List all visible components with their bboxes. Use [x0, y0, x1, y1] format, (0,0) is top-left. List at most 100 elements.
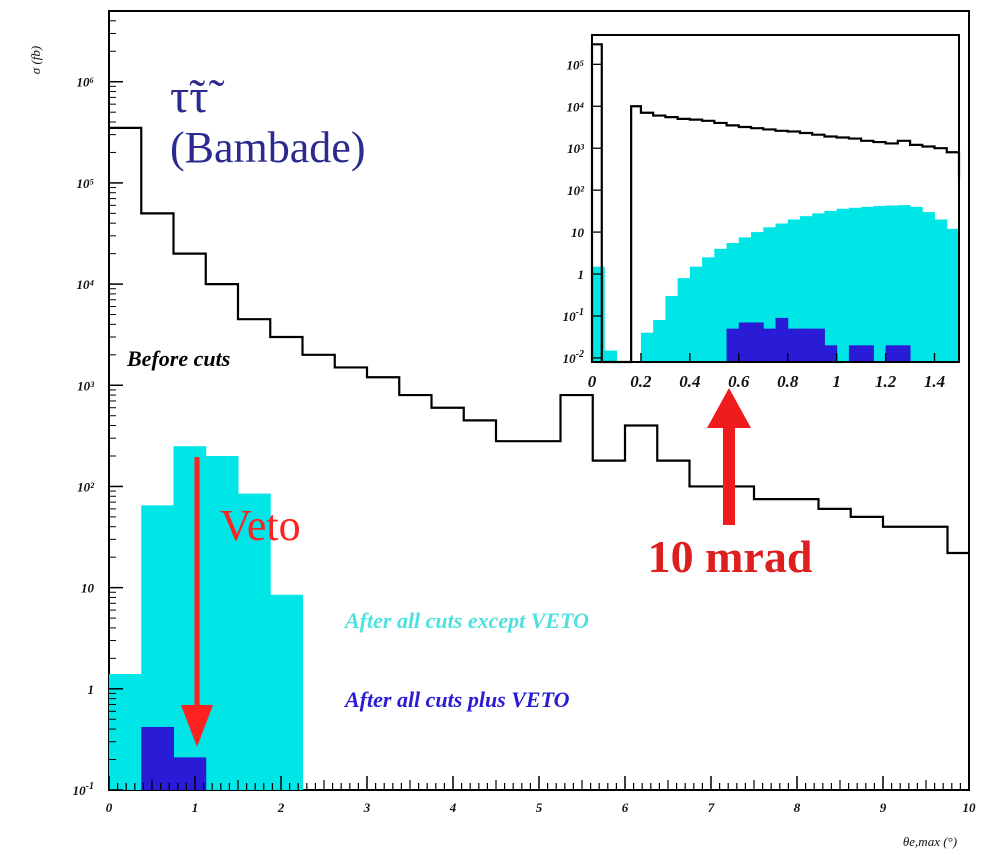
main-x-tick-label: 10 [963, 800, 977, 815]
inset-x-tick-label: 0 [588, 372, 597, 391]
annotation-plus-veto: After all cuts plus VETO [343, 687, 570, 712]
inset-except-veto-bar-9 [702, 257, 715, 362]
inset-y-tick-label: 10-2 [563, 349, 584, 366]
inset-except-veto-bar-6 [665, 295, 679, 362]
main-y-tick-label: 10⁶ [76, 75, 94, 90]
main-x-tick-label: 1 [192, 800, 199, 815]
y-axis-label: σ (fb) [28, 46, 43, 74]
main-x-tick-label: 4 [449, 800, 457, 815]
chart-subtitle: (Bambade) [170, 123, 365, 172]
inset-except-veto-bar-20 [836, 208, 850, 362]
inset-before-cuts-line [590, 43, 961, 364]
inset-plus-veto-bar-3 [763, 328, 776, 362]
main-y-tick-label: 10⁴ [76, 277, 94, 292]
inset-except-veto-bar-1 [604, 350, 617, 362]
main-y-tick-label: 10-1 [73, 781, 94, 798]
main-except-veto-bar-0 [109, 674, 142, 790]
main-except-veto-bar-5 [270, 594, 303, 790]
chart-title: τ̃τ̃ [170, 70, 225, 123]
inset-series-before-cuts [590, 43, 961, 364]
inset-plus-veto-bar-2 [751, 322, 764, 362]
annotation-except-veto: After all cuts except VETO [343, 608, 589, 633]
inset-except-veto-bar-28 [934, 219, 948, 362]
main-before-cuts-line [109, 126, 969, 555]
inset-except-veto-bar-14 [763, 227, 776, 362]
inset-x-tick-label: 1 [832, 372, 841, 391]
inset-except-veto-bar-4 [640, 332, 654, 362]
inset-y-tick-label: 10⁴ [566, 99, 584, 114]
x-axis-label: θe,max (°) [903, 834, 957, 849]
mrad-label: 10 mrad [648, 531, 813, 582]
inset-except-veto-bar-10 [714, 248, 728, 362]
inset-except-veto-bar-16 [787, 219, 801, 362]
inset-plus-veto-bar-11 [885, 345, 899, 362]
main-x-tick-label: 8 [794, 800, 801, 815]
main-series-except-veto [109, 446, 303, 790]
inset-except-veto-bar-18 [812, 213, 825, 362]
main-y-tick-label: 10 [81, 581, 95, 596]
inset-except-veto-bar-24 [885, 205, 899, 362]
main-x-tick-label: 7 [708, 800, 715, 815]
inset-plus-veto-bar-7 [812, 328, 825, 362]
inset-except-veto-bar-8 [689, 266, 703, 362]
inset-except-veto-bar-7 [677, 278, 691, 362]
main-x-tick-label: 2 [277, 800, 285, 815]
annotation-before-cuts: Before cuts [126, 346, 230, 371]
inset-except-veto-bar-22 [861, 206, 874, 362]
inset-except-veto-bar-23 [873, 205, 887, 362]
inset-y-tick-label: 10 [571, 225, 585, 240]
veto-arrow-head [181, 705, 213, 747]
inset-plus-veto-bar-5 [787, 328, 801, 362]
main-x-tick-label: 3 [363, 800, 371, 815]
main-except-veto-bar-2 [173, 446, 207, 790]
inset-plus-veto-bar-9 [848, 345, 862, 362]
inset-series-plus-veto [726, 317, 911, 362]
main-except-veto-bar-4 [238, 493, 271, 790]
inset-series-except-veto [592, 205, 960, 362]
inset-except-veto-bar-5 [653, 320, 666, 362]
main-series-before-cuts [109, 126, 969, 555]
veto-label: Veto [220, 501, 301, 550]
inset-plus-veto-bar-1 [738, 322, 752, 362]
inset-x-tick-label: 0.6 [728, 372, 750, 391]
main-x-tick-label: 0 [106, 800, 113, 815]
inset-except-veto-bar-29 [946, 228, 960, 362]
inset-plus-veto-bar-10 [861, 345, 874, 362]
main-plus-veto-bar-2 [173, 757, 207, 790]
inset-except-veto-bar-25 [897, 205, 911, 362]
inset-y-tick-label: 10-1 [563, 307, 584, 324]
main-y-tick-label: 1 [88, 682, 95, 697]
inset-plot-frame [591, 34, 960, 363]
inset-x-tick-label: 0.4 [679, 372, 700, 391]
inset-except-veto-bar-21 [848, 207, 862, 362]
inset-plus-veto-bar-4 [775, 317, 789, 362]
inset-plus-veto-bar-12 [897, 345, 911, 362]
main-y-tick-label: 10³ [77, 378, 95, 393]
main-y-tick-label: 10² [77, 479, 95, 494]
main-x-tick-label: 6 [622, 800, 629, 815]
main-y-axis: 10-1 1 10 10² 10³ 10⁴ 10⁵ 10⁶ [73, 10, 123, 798]
inset-y-axis: 10-2 10-1 1 10 10² 10³ 10⁴ 10⁵ [563, 57, 601, 366]
inset-plus-veto-bar-8 [824, 345, 838, 362]
inset-except-veto-bar-19 [824, 210, 838, 362]
inset-y-tick-label: 10⁵ [566, 57, 584, 72]
main-x-axis: 0 1 2 3 4 5 6 7 8 9 10 [106, 776, 976, 815]
inset-y-tick-label: 1 [578, 267, 585, 282]
inset-except-veto-bar-27 [922, 212, 936, 362]
main-y-tick-label: 10⁵ [76, 176, 94, 191]
inset-except-veto-bar-26 [910, 206, 923, 362]
main-x-tick-label: 5 [536, 800, 543, 815]
mrad-arrow-head [707, 388, 751, 428]
inset-plus-veto-bar-6 [799, 328, 813, 362]
inset-plus-veto-bar-0 [726, 328, 740, 362]
main-series-plus-veto [141, 726, 207, 790]
inset-x-tick-label: 1.2 [875, 372, 897, 391]
inset-x-tick-label: 0.2 [630, 372, 652, 391]
main-plus-veto-bar-1 [141, 726, 174, 790]
inset-y-tick-label: 10³ [567, 141, 585, 156]
inset-x-axis: 0 0.2 0.4 0.6 0.8 1 1.2 1.4 [588, 353, 945, 391]
inset-x-tick-label: 0.8 [777, 372, 799, 391]
main-except-veto-bar-3 [205, 455, 239, 790]
inset-x-tick-label: 1.4 [924, 372, 945, 391]
